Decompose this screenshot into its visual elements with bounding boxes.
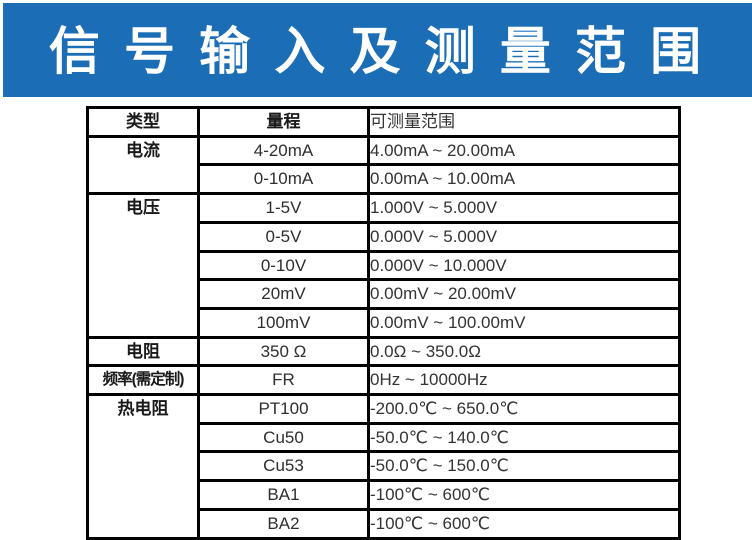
measurable-range-cell: 0.00mV ~ 100.00mV <box>367 306 681 339</box>
range-cell: BA1 <box>197 479 370 511</box>
range-cell: Cu50 <box>197 421 370 454</box>
page-title: 信 号 输 入 及 测 量 范 围 <box>48 22 707 80</box>
measurable-range-cell: -50.0℃ ~ 150.0℃ <box>367 450 681 483</box>
measurable-range-cell: 0.00mV ~ 20.00mV <box>367 278 681 310</box>
table-row: BA1 -100℃ ~ 600℃ <box>88 479 681 511</box>
range-cell: BA2 <box>197 507 370 540</box>
range-cell: 100mV <box>197 306 370 339</box>
range-cell: 0-5V <box>197 220 370 253</box>
table-row: 电阻 350 Ω 0.0Ω ~ 350.0Ω <box>86 335 681 368</box>
type-cell: 电压 <box>86 192 200 339</box>
range-cell: 0-10V <box>197 249 370 282</box>
table-header-row: 类型 量程 可测量范围 <box>86 106 681 138</box>
column-header-measurable: 可测量范围 <box>367 106 681 138</box>
measurable-range-cell: 0.00mA ~ 10.00mA <box>367 163 681 196</box>
title-banner: 信 号 输 入 及 测 量 范 围 <box>3 3 752 97</box>
table-row: Cu50 -50.0℃ ~ 140.0℃ <box>88 421 681 454</box>
range-cell: 350 Ω <box>197 335 370 368</box>
table-row: 热电阻 PT100 -200.0℃ ~ 650.0℃ <box>86 393 681 540</box>
range-cell: FR <box>197 364 370 397</box>
table-row: 0-10V 0.000V ~ 10.000V <box>88 249 681 282</box>
measurable-range-cell: -100℃ ~ 600℃ <box>367 507 681 540</box>
range-cell: 20mV <box>197 278 370 310</box>
table-row: 电压 1-5V 1.000V ~ 5.000V <box>86 192 681 339</box>
table-row: 0-5V 0.000V ~ 5.000V <box>88 220 681 253</box>
table-row: BA2 -100℃ ~ 600℃ <box>88 507 681 540</box>
range-cell: 4-20mA <box>197 134 370 167</box>
measurable-range-cell: -50.0℃ ~ 140.0℃ <box>367 421 681 454</box>
measurable-range-cell: -100℃ ~ 600℃ <box>367 479 681 511</box>
measurable-range-cell: 0.000V ~ 5.000V <box>367 220 681 253</box>
measurable-range-cell: 0.000V ~ 10.000V <box>367 249 681 282</box>
type-cell: 频率(需定制) <box>86 364 200 397</box>
type-cell: 电流 <box>86 134 200 196</box>
range-cell: 0-10mA <box>197 163 370 196</box>
table-row: 频率(需定制) FR 0Hz ~ 10000Hz <box>86 364 681 397</box>
range-cell: 1-5V <box>197 192 370 224</box>
measurable-range-cell: -200.0℃ ~ 650.0℃ <box>367 393 681 425</box>
table-row: 100mV 0.00mV ~ 100.00mV <box>88 306 681 339</box>
table-row: 20mV 0.00mV ~ 20.00mV <box>88 278 681 310</box>
column-header-range: 量程 <box>197 106 370 138</box>
table-row: Cu53 -50.0℃ ~ 150.0℃ <box>88 450 681 483</box>
measurable-range-cell: 1.000V ~ 5.000V <box>367 192 681 224</box>
table-row: 电流 4-20mA 4.00mA ~ 20.00mA <box>86 134 681 196</box>
measurable-range-cell: 4.00mA ~ 20.00mA <box>367 134 681 167</box>
signal-range-table: 类型 量程 可测量范围 电流 4-20mA 4.00mA ~ 20.00mA 0-10… <box>86 106 681 540</box>
column-header-type: 类型 <box>86 106 200 138</box>
type-cell: 电阻 <box>86 335 200 368</box>
type-cell: 热电阻 <box>86 393 200 540</box>
range-cell: PT100 <box>197 393 370 425</box>
measurable-range-cell: 0.0Ω ~ 350.0Ω <box>367 335 681 368</box>
measurable-range-cell: 0Hz ~ 10000Hz <box>367 364 681 397</box>
range-cell: Cu53 <box>197 450 370 483</box>
table-row: 0-10mA 0.00mA ~ 10.00mA <box>88 163 681 196</box>
